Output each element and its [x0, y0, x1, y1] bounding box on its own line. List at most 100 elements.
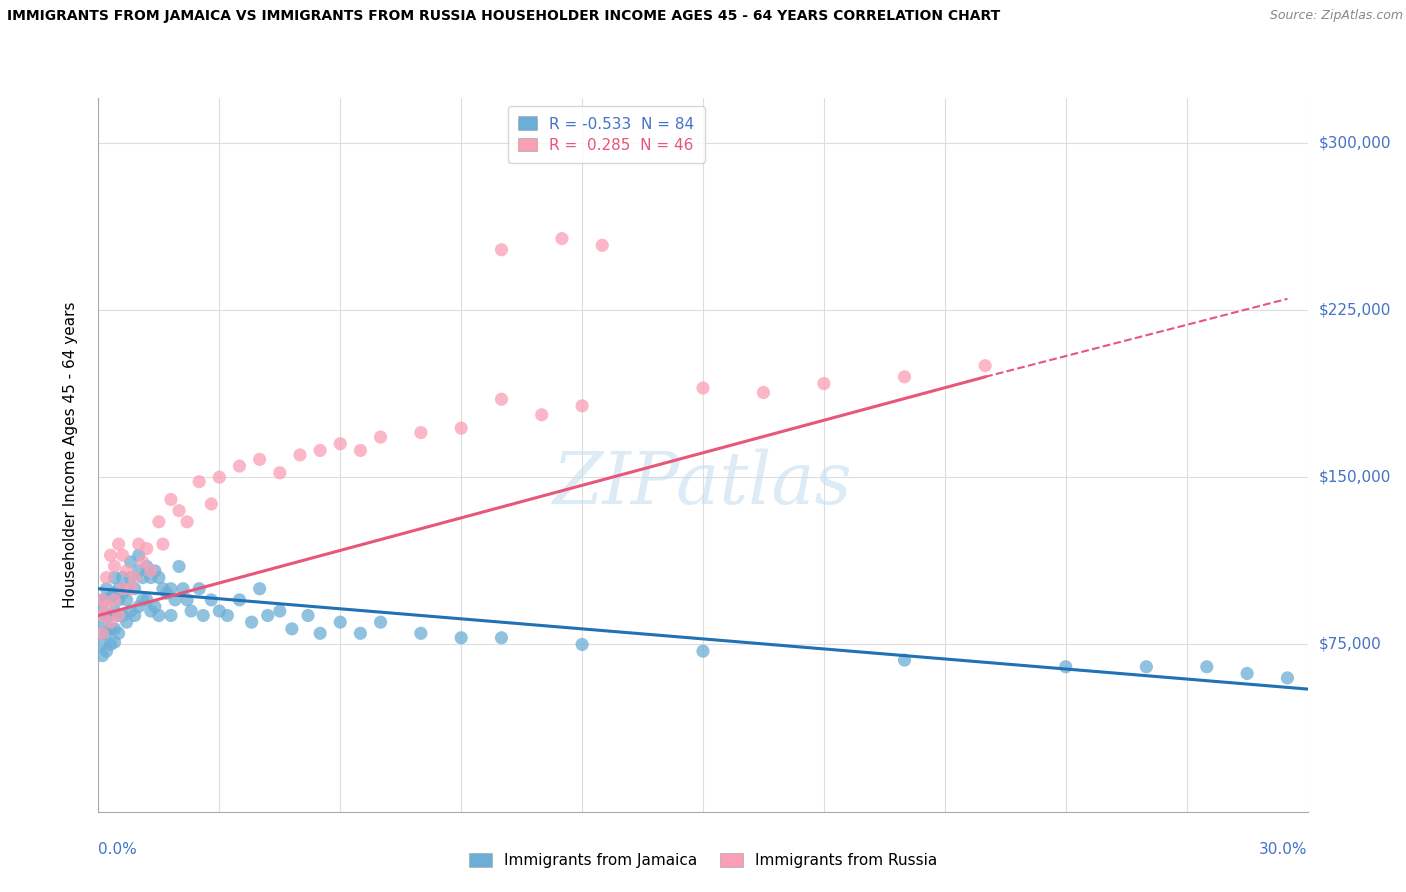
Point — [571, 637, 593, 651]
Point — [228, 592, 250, 607]
Point — [409, 626, 432, 640]
Legend: R = -0.533  N = 84, R =  0.285  N = 46: R = -0.533 N = 84, R = 0.285 N = 46 — [508, 106, 704, 163]
Point — [193, 608, 215, 623]
Point — [91, 637, 114, 651]
Point — [100, 591, 122, 605]
Point — [103, 559, 125, 574]
Point — [450, 631, 472, 645]
Point — [124, 571, 146, 585]
Point — [107, 608, 129, 623]
Point — [120, 555, 142, 569]
Point — [103, 604, 125, 618]
Text: $75,000: $75,000 — [1319, 637, 1382, 652]
Point — [139, 604, 162, 618]
Point — [152, 537, 174, 551]
Point — [208, 470, 231, 484]
Point — [156, 586, 179, 600]
Point — [96, 599, 118, 614]
Point — [143, 599, 166, 614]
Point — [491, 631, 513, 645]
Point — [115, 564, 138, 578]
Point — [103, 586, 125, 600]
Point — [124, 608, 146, 623]
Point — [111, 586, 134, 600]
Point — [188, 582, 211, 596]
Point — [893, 369, 915, 384]
Point — [200, 592, 222, 607]
Point — [309, 626, 332, 640]
Point — [160, 582, 183, 596]
Point — [96, 571, 118, 585]
Point — [450, 421, 472, 435]
Point — [120, 582, 142, 596]
Point — [128, 564, 150, 578]
Point — [228, 458, 250, 473]
Point — [200, 497, 222, 511]
Point — [176, 515, 198, 529]
Point — [217, 608, 239, 623]
Text: ZIPatlas: ZIPatlas — [553, 448, 853, 519]
Point — [107, 608, 129, 623]
Point — [91, 604, 114, 618]
Point — [370, 430, 392, 444]
Point — [128, 537, 150, 551]
Point — [591, 238, 613, 252]
Point — [139, 564, 162, 578]
Point — [132, 592, 155, 607]
Point — [128, 599, 150, 614]
Point — [148, 571, 170, 585]
Point — [269, 604, 291, 618]
Point — [172, 582, 194, 596]
Point — [297, 608, 319, 623]
Text: $150,000: $150,000 — [1319, 470, 1391, 484]
Point — [115, 582, 138, 596]
Point — [160, 608, 183, 623]
Point — [180, 604, 202, 618]
Point — [96, 608, 118, 623]
Text: $225,000: $225,000 — [1319, 302, 1391, 318]
Point — [103, 571, 125, 585]
Point — [288, 448, 311, 462]
Point — [309, 443, 332, 458]
Point — [103, 622, 125, 636]
Point — [120, 571, 142, 585]
Point — [176, 592, 198, 607]
Point — [1135, 660, 1157, 674]
Point — [188, 475, 211, 489]
Text: Source: ZipAtlas.com: Source: ZipAtlas.com — [1270, 9, 1403, 22]
Point — [1054, 660, 1077, 674]
Text: 0.0%: 0.0% — [98, 842, 138, 857]
Point — [692, 644, 714, 658]
Point — [974, 359, 997, 373]
Point — [124, 582, 146, 596]
Point — [167, 559, 190, 574]
Point — [813, 376, 835, 391]
Point — [128, 548, 150, 563]
Point — [96, 582, 118, 596]
Point — [148, 608, 170, 623]
Point — [100, 637, 122, 651]
Point — [115, 615, 138, 630]
Point — [100, 622, 122, 636]
Point — [240, 615, 263, 630]
Y-axis label: Householder Income Ages 45 - 64 years: Householder Income Ages 45 - 64 years — [63, 301, 77, 608]
Point — [1195, 660, 1218, 674]
Point — [100, 608, 122, 623]
Point — [96, 644, 118, 658]
Point — [208, 604, 231, 618]
Point — [269, 466, 291, 480]
Point — [148, 515, 170, 529]
Point — [491, 392, 513, 407]
Point — [100, 615, 122, 630]
Point — [91, 615, 114, 630]
Text: IMMIGRANTS FROM JAMAICA VS IMMIGRANTS FROM RUSSIA HOUSEHOLDER INCOME AGES 45 - 6: IMMIGRANTS FROM JAMAICA VS IMMIGRANTS FR… — [7, 9, 1000, 23]
Point — [551, 232, 574, 246]
Point — [135, 559, 157, 574]
Point — [91, 592, 114, 607]
Point — [111, 582, 134, 596]
Point — [100, 548, 122, 563]
Point — [91, 592, 114, 607]
Point — [249, 582, 271, 596]
Point — [893, 653, 915, 667]
Point — [107, 582, 129, 596]
